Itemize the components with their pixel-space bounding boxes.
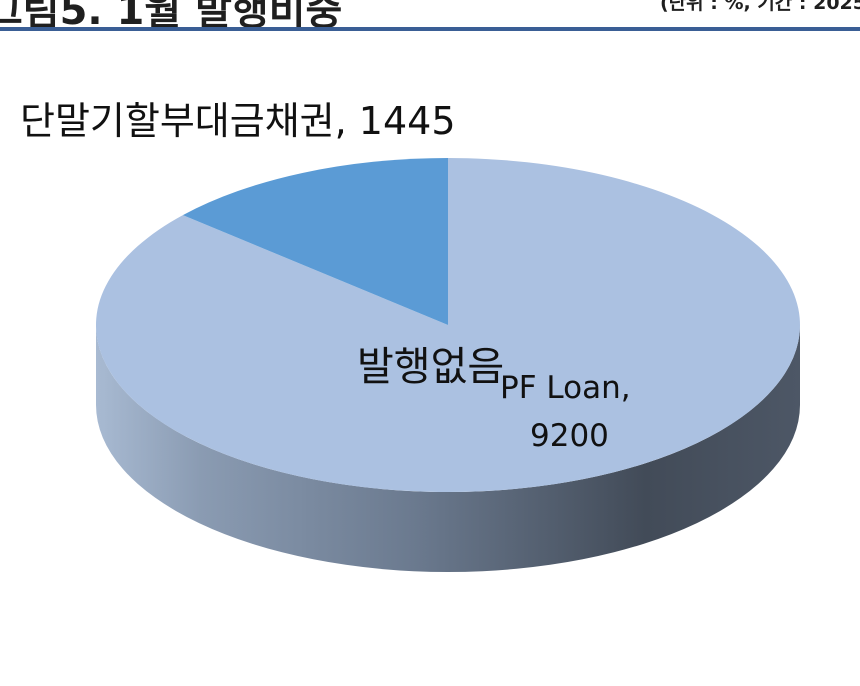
unit-note: (단위 : %, 기간 : 2025 xyxy=(659,0,860,14)
header-rule xyxy=(0,27,860,31)
pie-slice-pf-loan xyxy=(95,158,800,493)
data-label-short-term: 단말기할부대금채권, 1445 xyxy=(20,99,456,143)
data-label-pf-loan-value: 9200 xyxy=(530,418,609,454)
data-label-pf-loan-name: PF Loan, xyxy=(500,370,631,406)
pie-slice-short-term-receivables xyxy=(182,158,448,325)
pie-side-wall xyxy=(96,325,800,572)
annotation-no-issuance: 발행없음 xyxy=(357,344,504,390)
